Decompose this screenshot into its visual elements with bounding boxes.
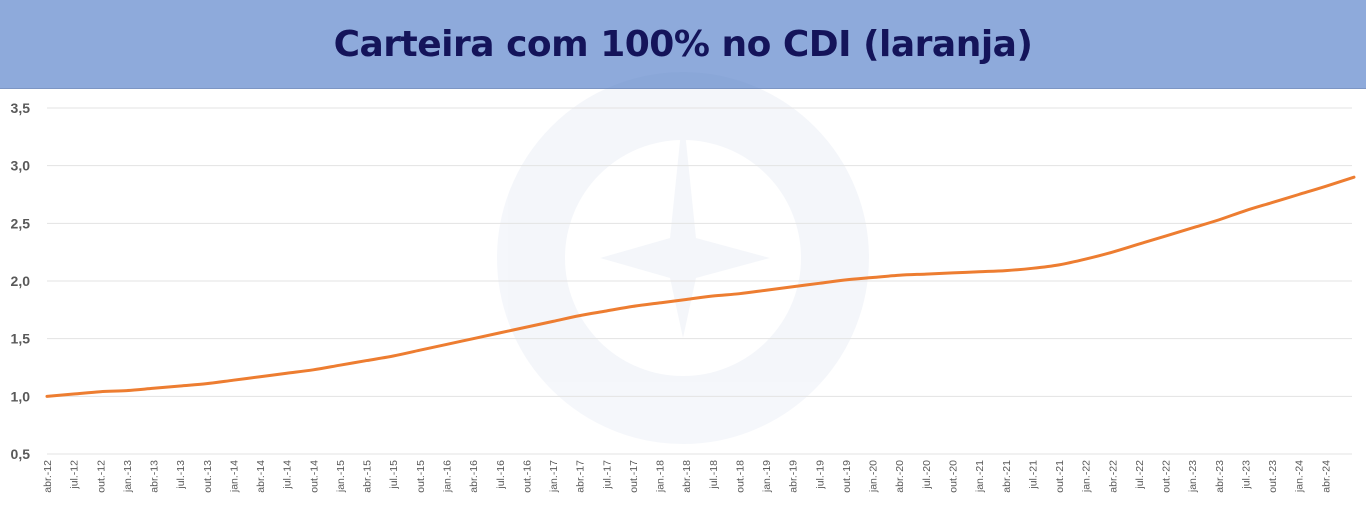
x-tick-label: jan.-14 <box>228 460 240 493</box>
x-tick-label: abr.-23 <box>1214 460 1226 493</box>
y-tick-label: 2,0 <box>11 273 31 289</box>
x-tick-label: out.-19 <box>841 460 853 493</box>
x-tick-label: abr.-16 <box>468 460 480 493</box>
y-axis-ticks: 0,5 1,0 1,5 2,0 2,5 3,0 3,5 <box>11 100 31 462</box>
y-tick-label: 3,5 <box>11 100 31 116</box>
x-tick-label: jul.-21 <box>1027 460 1039 490</box>
chart-title: Carteira com 100% no CDI (laranja) <box>333 23 1033 65</box>
x-tick-label: jan.-20 <box>868 460 880 493</box>
x-tick-label: jan.-21 <box>974 460 986 493</box>
x-tick-label: jul.-14 <box>282 460 294 490</box>
x-tick-label: abr.-17 <box>575 460 587 493</box>
x-tick-label: abr.-21 <box>1001 460 1013 493</box>
x-tick-label: jan.-17 <box>548 460 560 493</box>
x-tick-label: jul.-19 <box>814 460 826 490</box>
x-tick-label: abr.-12 <box>42 460 54 493</box>
y-tick-label: 2,5 <box>11 215 31 231</box>
x-tick-label: out.-21 <box>1054 460 1066 493</box>
x-tick-label: jul.-15 <box>388 460 400 490</box>
title-bar: Carteira com 100% no CDI (laranja) <box>0 0 1366 89</box>
x-tick-label: abr.-14 <box>255 460 267 493</box>
x-tick-label: jan.-24 <box>1294 460 1306 493</box>
x-tick-label: jul.-20 <box>921 460 933 490</box>
x-tick-label: jul.-13 <box>175 460 187 490</box>
y-tick-label: 0,5 <box>11 446 31 462</box>
x-tick-label: out.-20 <box>948 460 960 493</box>
compass-star-logo <box>497 72 869 444</box>
x-tick-label: abr.-15 <box>362 460 374 493</box>
x-tick-label: abr.-22 <box>1107 460 1119 493</box>
x-tick-label: out.-16 <box>521 460 533 493</box>
x-tick-label: jul.-23 <box>1240 460 1252 490</box>
x-tick-label: out.-14 <box>308 460 320 493</box>
series-layer <box>45 175 1356 398</box>
x-tick-label: out.-13 <box>202 460 214 493</box>
y-tick-label: 3,0 <box>11 158 31 174</box>
series-line-cdi <box>45 175 1356 398</box>
y-tick-label: 1,0 <box>11 388 31 404</box>
x-tick-label: out.-15 <box>415 460 427 493</box>
x-tick-label: abr.-13 <box>149 460 161 493</box>
x-tick-label: jan.-22 <box>1081 460 1093 493</box>
x-tick-label: out.-12 <box>95 460 107 493</box>
x-tick-label: jul.-18 <box>708 460 720 490</box>
x-tick-label: out.-23 <box>1267 460 1279 493</box>
x-tick-label: out.-17 <box>628 460 640 493</box>
x-tick-label: abr.-18 <box>681 460 693 493</box>
x-tick-label: jul.-22 <box>1134 460 1146 490</box>
x-tick-label: jul.-12 <box>69 460 81 490</box>
x-tick-label: jan.-23 <box>1187 460 1199 493</box>
x-tick-label: abr.-24 <box>1320 460 1332 493</box>
x-tick-label: jan.-15 <box>335 460 347 493</box>
x-tick-label: out.-22 <box>1161 460 1173 493</box>
x-tick-label: jan.-19 <box>761 460 773 493</box>
x-tick-label: jan.-16 <box>441 460 453 493</box>
x-tick-label: jan.-13 <box>122 460 134 493</box>
gridlines <box>47 107 1352 455</box>
x-tick-label: abr.-20 <box>894 460 906 493</box>
y-tick-label: 1,5 <box>11 331 31 347</box>
x-tick-label: jul.-17 <box>601 460 613 490</box>
x-tick-label: jul.-16 <box>495 460 507 490</box>
x-tick-label: abr.-19 <box>788 460 800 493</box>
x-tick-label: jan.-18 <box>655 460 667 493</box>
x-axis-ticks: abr.-12 jul.-12 out.-12 jan.-13 abr.-13 jul.-… <box>42 460 1332 493</box>
x-tick-label: out.-18 <box>734 460 746 493</box>
